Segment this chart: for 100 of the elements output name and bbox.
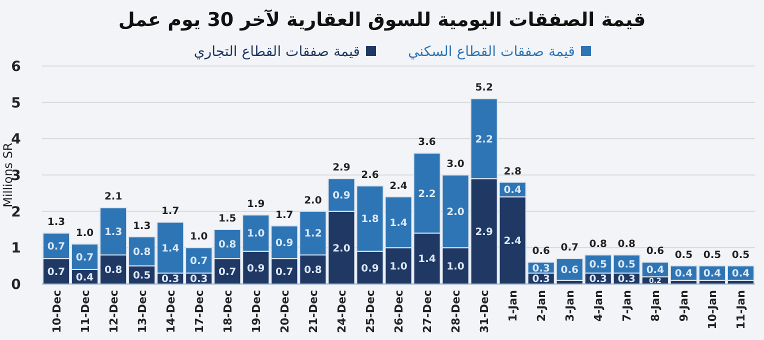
total-label: 1.0 <box>76 228 94 240</box>
total-label: 0.5 <box>732 250 750 261</box>
total-label: 0.5 <box>674 250 693 261</box>
y-tick-label: 5 <box>11 95 21 112</box>
data-label: 0.4 <box>674 268 693 280</box>
y-tick-label: 3 <box>11 168 21 184</box>
total-label: 2.0 <box>304 195 322 206</box>
data-label: 0.6 <box>560 265 579 276</box>
total-label: 0.5 <box>703 250 722 261</box>
data-label: 0.7 <box>218 266 236 278</box>
x-tick-label: 11-Jan <box>734 290 748 330</box>
x-tick-label: 8-Jan <box>649 290 662 322</box>
data-label: 0.5 <box>618 260 636 271</box>
total-label: 2.6 <box>361 170 379 181</box>
x-tick-label: 4-Jan <box>592 290 606 322</box>
total-label: 2.9 <box>332 162 350 174</box>
data-label: 0.9 <box>276 238 294 249</box>
data-label: 2.9 <box>475 226 493 238</box>
x-tick-label: 2-Jan <box>535 290 548 322</box>
data-label: 2.2 <box>475 134 493 146</box>
data-label: 1.8 <box>361 214 379 226</box>
x-tick-label: 28-Dec <box>450 290 463 333</box>
data-label: 0.3 <box>532 274 550 286</box>
x-tick-label: 11-Dec <box>78 290 92 333</box>
x-tick-label: 7-Jan <box>620 290 634 322</box>
y-tick-label: 1 <box>11 240 21 257</box>
total-label: 5.2 <box>475 82 493 94</box>
total-label: 1.7 <box>161 206 180 218</box>
data-label: 2.2 <box>418 188 436 200</box>
total-label: 1.7 <box>276 210 294 221</box>
data-label: 0.8 <box>132 246 151 258</box>
data-label: 0.9 <box>332 190 350 202</box>
x-tick-label: 14-Dec <box>164 290 178 333</box>
legend-label: قيمة صفقات القطاع التجاري <box>194 44 360 60</box>
total-label: 1.3 <box>47 217 66 228</box>
x-tick-label: 26-Dec <box>392 290 406 333</box>
data-label: 0.9 <box>247 263 265 274</box>
y-tick-label: 6 <box>11 59 21 75</box>
data-label: 0.3 <box>618 274 636 286</box>
total-label: 0.6 <box>646 246 664 258</box>
data-label: 0.7 <box>47 241 66 252</box>
x-tick-label: 3-Jan <box>564 290 577 322</box>
total-label: 2.8 <box>504 166 522 178</box>
y-tick-label: 4 <box>11 132 22 148</box>
x-tick-label: 10-Jan <box>706 290 720 330</box>
data-label: 0.7 <box>47 266 66 278</box>
x-tick-label: 17-Dec <box>192 290 206 333</box>
y-tick-label: 2 <box>11 204 21 220</box>
total-label: 2.4 <box>390 180 408 192</box>
data-label: 0.7 <box>276 266 294 278</box>
data-label: 0.3 <box>589 274 608 286</box>
x-tick-label: 20-Dec <box>278 290 292 333</box>
data-label: 1.0 <box>446 261 464 272</box>
data-label: 2.0 <box>332 243 350 254</box>
x-tick-label: 12-Dec <box>107 290 120 333</box>
total-label: 0.6 <box>532 246 550 258</box>
legend-label: قيمة صفقات القطاع السكني <box>408 44 575 60</box>
x-tick-label: 25-Dec <box>364 290 377 333</box>
total-label: 1.0 <box>190 232 208 243</box>
data-label: 0.8 <box>218 240 236 251</box>
data-label: 1.4 <box>161 243 180 254</box>
data-label: 0.8 <box>304 265 322 276</box>
total-label: 2.1 <box>104 192 122 203</box>
x-tick-label: 10-Dec <box>50 290 64 333</box>
data-label: 1.3 <box>104 226 122 238</box>
data-label: 2.0 <box>446 206 464 218</box>
data-label: 0.3 <box>161 274 180 286</box>
data-label: 1.4 <box>418 254 436 266</box>
data-label: 0.4 <box>646 265 664 276</box>
data-label: 2.4 <box>504 236 522 247</box>
chart-title: قيمة الصفقات اليومية للسوق العقارية لآخر 30 يوم عمل <box>118 9 646 31</box>
data-label: 0.7 <box>76 252 94 264</box>
x-tick-label: 13-Dec <box>136 290 149 333</box>
total-label: 3.6 <box>418 137 436 148</box>
data-label: 1.0 <box>390 261 408 272</box>
total-label: 1.5 <box>218 214 236 224</box>
total-label: 0.8 <box>618 238 636 250</box>
data-label: 1.2 <box>304 228 322 240</box>
data-label: 0.7 <box>190 256 208 267</box>
data-label: 1.4 <box>390 218 408 229</box>
y-tick-label: 0 <box>11 277 22 293</box>
total-label: 3.0 <box>446 159 464 170</box>
data-label: 0.8 <box>104 265 122 276</box>
data-label: 0.4 <box>703 268 722 280</box>
data-label: 0.4 <box>76 272 94 284</box>
data-label: 0.9 <box>361 263 379 274</box>
x-tick-label: 9-Jan <box>678 290 691 322</box>
total-label: 0.7 <box>560 242 579 254</box>
total-label: 1.3 <box>132 220 151 232</box>
x-tick-label: 31-Dec <box>478 290 492 333</box>
x-tick-label: 18-Dec <box>221 290 234 333</box>
x-tick-label: 19-Dec <box>250 290 263 333</box>
total-label: 0.8 <box>589 238 608 250</box>
x-tick-label: 1-Jan <box>506 290 520 322</box>
data-label: 0.4 <box>504 185 522 196</box>
x-tick-label: 21-Dec <box>306 290 320 333</box>
x-tick-label: 27-Dec <box>421 290 434 333</box>
data-label: 0.3 <box>532 263 550 274</box>
total-label: 1.9 <box>247 198 265 210</box>
data-label: 0.3 <box>190 274 208 286</box>
